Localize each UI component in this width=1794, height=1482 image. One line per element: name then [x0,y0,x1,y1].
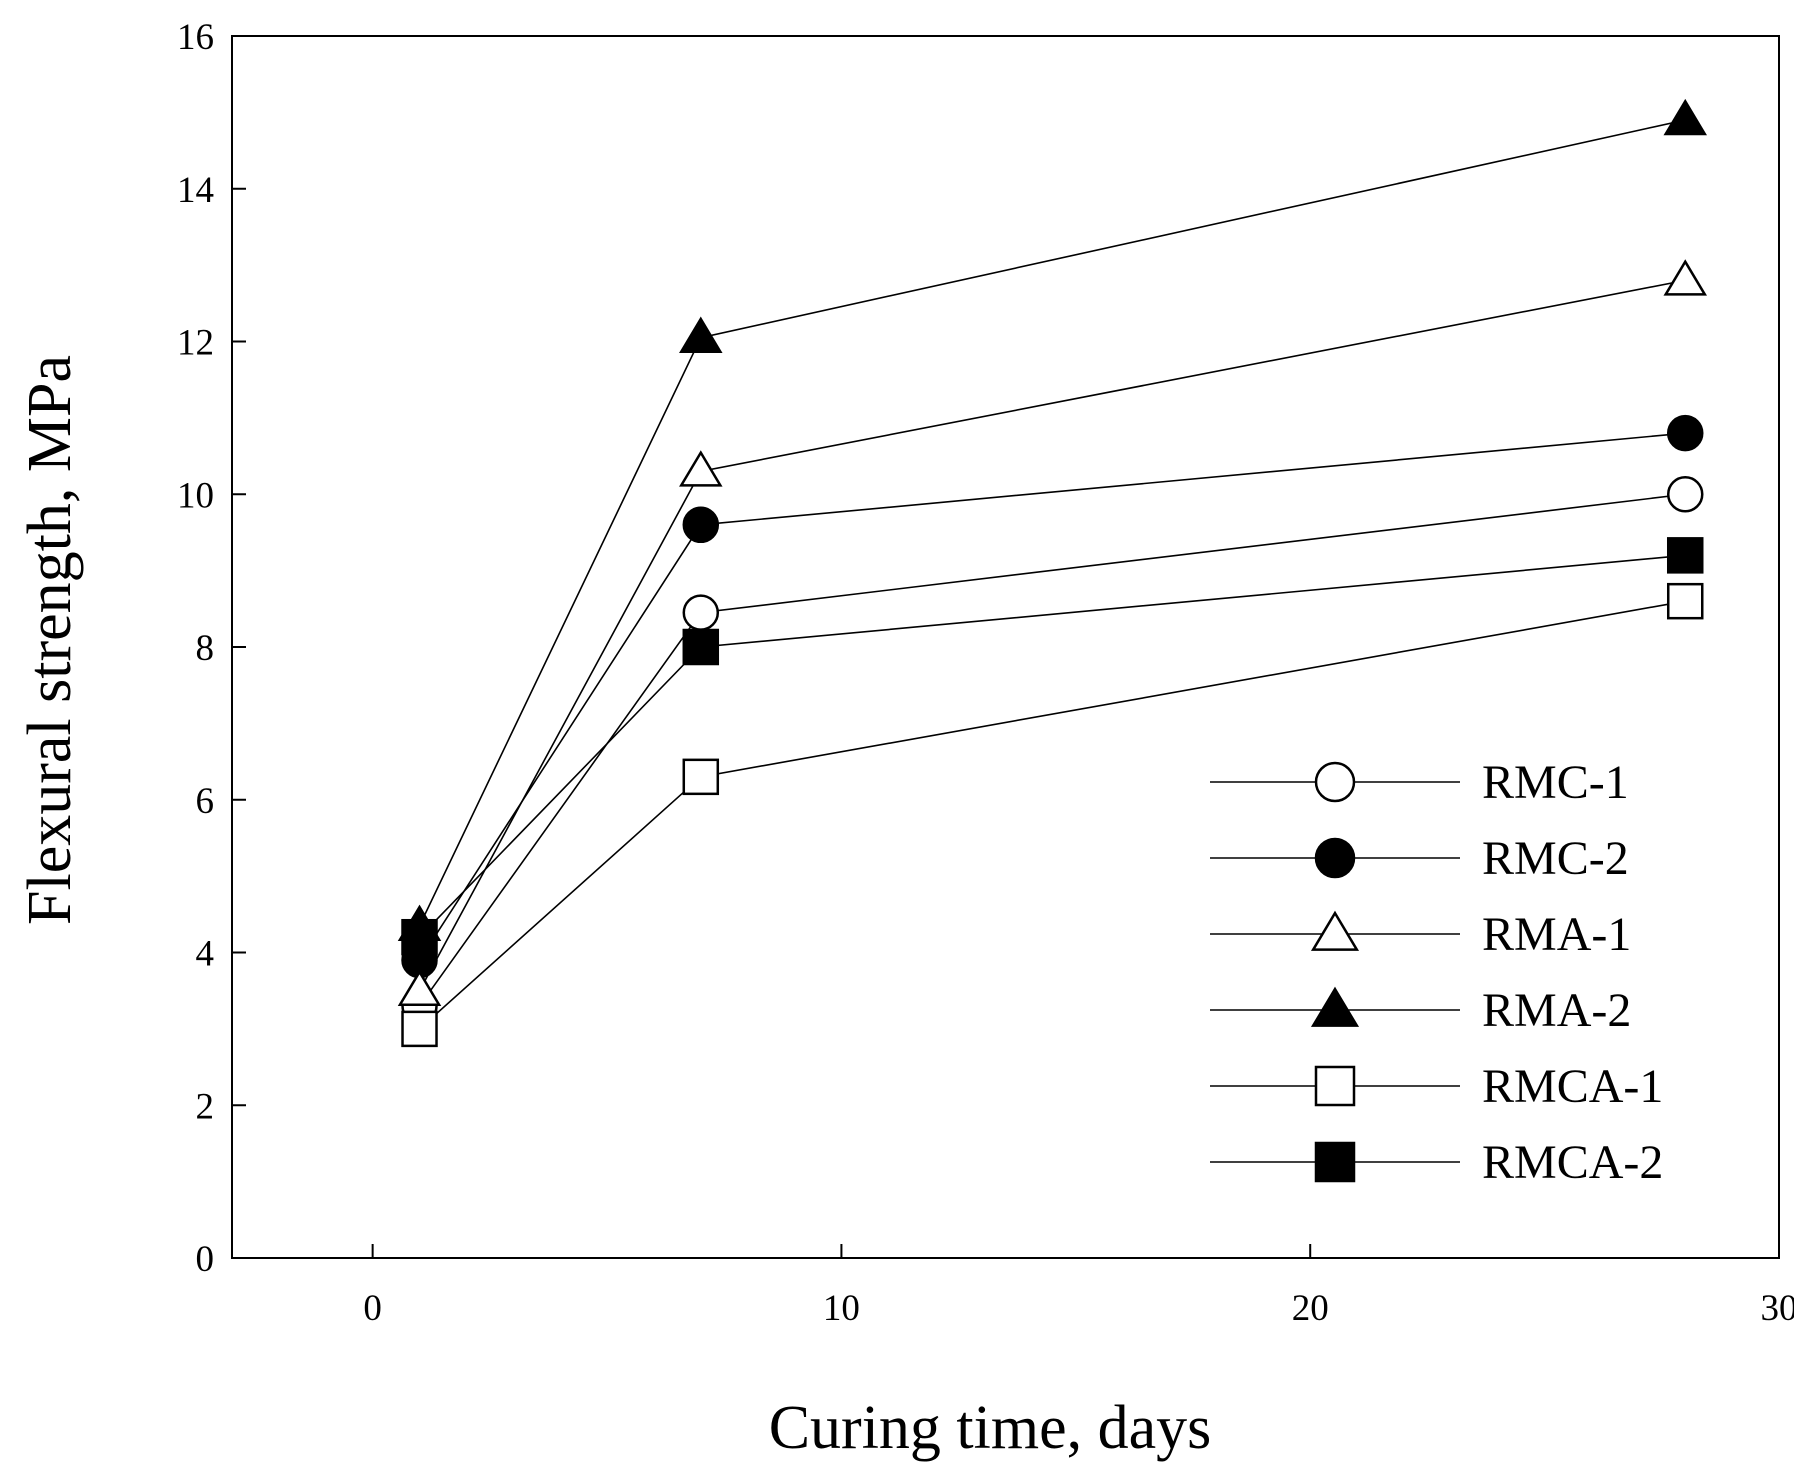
y-tick-label: 4 [196,934,215,975]
legend-marker-rma-1 [1310,910,1360,951]
x-tick-label: 20 [1292,1288,1329,1329]
data-point-rmca-1 [1666,582,1704,620]
legend-item-rma-2: RMA-2 [1210,984,1631,1037]
data-point-rma-2 [1663,98,1707,136]
series-layer [397,98,1707,1048]
legend-label-rma-1: RMA-1 [1482,908,1631,961]
legend-marker-rmca-2 [1314,1141,1356,1183]
series-rmca-1 [401,582,1704,1048]
legend-item-rmca-1: RMCA-1 [1210,1060,1663,1113]
x-tick-label: 10 [823,1288,860,1329]
legend-marker-rmca-1 [1314,1065,1356,1107]
data-point-rmc-1 [682,594,720,631]
y-tick-label: 14 [177,170,214,211]
data-point-rma-1 [1663,259,1707,296]
data-point-rmca-2 [682,628,720,666]
legend-label-rmc-2: RMC-2 [1482,832,1629,885]
y-axis-title: Flexural strength, MPa [16,355,84,925]
y-tick-label: 2 [196,1086,215,1127]
legend: RMC-1 RMC-2 RMA-1 RMA-2 RMCA-1 RMCA-2 [1210,756,1663,1189]
x-axis-title: Curing time, days [769,1394,1212,1462]
series-rmc-2 [401,414,1704,979]
y-tick-label: 6 [196,781,215,822]
series-rmca-2 [401,537,1704,956]
data-point-rmca-1 [401,1010,438,1048]
legend-item-rmca-2: RMCA-2 [1210,1136,1663,1189]
series-rma-2 [397,98,1707,942]
data-point-rmc-1 [1666,476,1704,513]
legend-marker-rmc-2 [1314,837,1356,879]
y-tick-label: 0 [196,1239,215,1280]
y-tick-label: 8 [196,628,215,669]
series-rma-1 [397,259,1707,1006]
y-tick-label: 10 [177,475,214,516]
data-point-rma-1 [397,969,442,1006]
data-point-rma-1 [679,450,723,487]
data-point-rmc-2 [1666,414,1704,452]
x-tick-label: 30 [1761,1288,1794,1329]
data-point-rmca-2 [401,918,438,956]
data-point-rmca-2 [1666,537,1704,574]
legend-label-rmca-2: RMCA-2 [1482,1136,1663,1189]
legend-item-rmc-1: RMC-1 [1210,756,1629,809]
legend-label-rmc-1: RMC-1 [1482,756,1629,809]
legend-marker-rma-2 [1310,986,1360,1027]
data-point-rmca-1 [682,758,720,796]
data-point-rma-2 [679,316,723,353]
legend-label-rma-2: RMA-2 [1482,984,1631,1037]
axis-ticks: 0 2 4 6 8 10 12 14 16 0 10 20 30 [177,17,1794,1329]
data-point-rmc-2 [682,506,720,544]
legend-label-rmca-1: RMCA-1 [1482,1060,1663,1113]
legend-marker-rmc-1 [1314,761,1356,803]
y-tick-label: 12 [177,323,214,364]
legend-item-rma-1: RMA-1 [1210,908,1631,961]
legend-item-rmc-2: RMC-2 [1210,832,1629,885]
x-tick-label: 0 [363,1288,382,1329]
y-tick-label: 16 [177,17,214,58]
